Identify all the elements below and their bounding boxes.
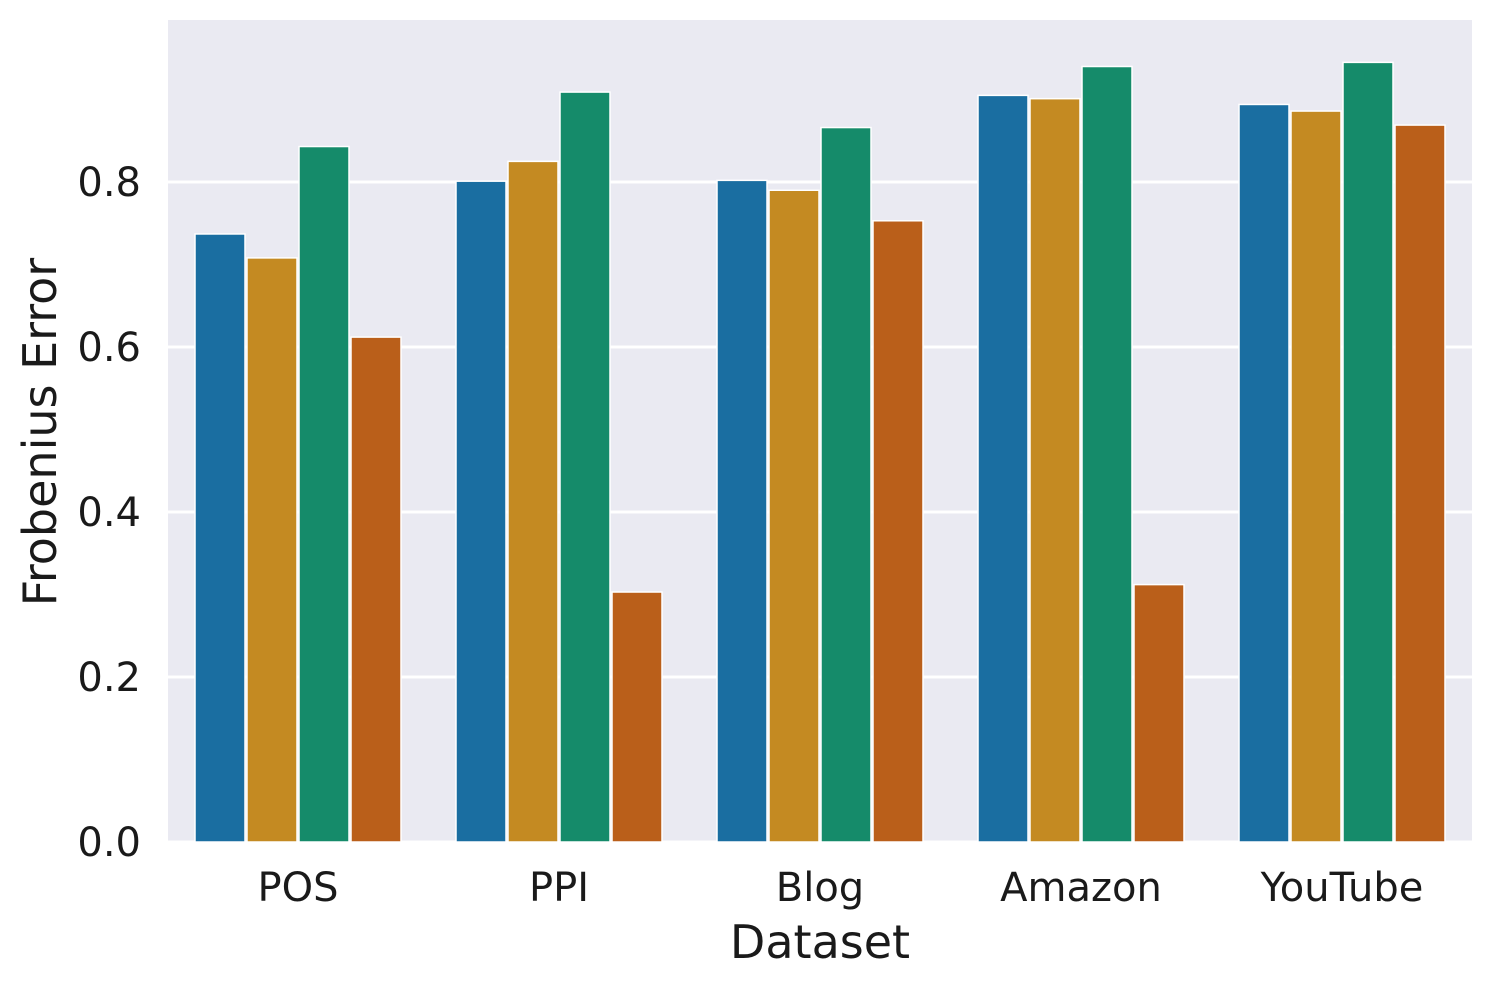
bar-pos-series-4 [350, 336, 402, 843]
bar-amazon-series-1 [977, 94, 1029, 843]
y-tick-label: 0.6 [77, 325, 141, 371]
bar-youtube-series-2 [1290, 110, 1342, 843]
bar-pos-series-1 [194, 233, 246, 843]
x-axis-label: Dataset [730, 915, 910, 969]
bar-blog-series-4 [872, 220, 924, 843]
x-tick-label-ppi: PPI [529, 865, 589, 911]
bar-pos-series-3 [298, 145, 350, 843]
y-tick-label: 0.0 [77, 820, 141, 866]
bar-ppi-series-2 [507, 160, 559, 843]
bar-blog-series-3 [820, 126, 872, 843]
y-axis-label: Frobenius Error [13, 258, 67, 607]
bar-ppi-series-3 [559, 91, 611, 843]
y-tick-label: 0.4 [77, 490, 141, 536]
bar-pos-series-2 [246, 257, 298, 843]
y-tick-label: 0.2 [77, 655, 141, 701]
x-tick-label-pos: POS [258, 865, 339, 911]
y-tick-label: 0.8 [77, 160, 141, 206]
bar-ppi-series-4 [611, 591, 663, 843]
bar-blog-series-1 [716, 179, 768, 843]
bar-ppi-series-1 [455, 180, 507, 843]
bars [194, 61, 1446, 843]
bar-youtube-series-4 [1394, 124, 1446, 843]
bar-amazon-series-4 [1133, 583, 1185, 843]
bar-blog-series-2 [768, 189, 820, 843]
x-tick-labels: POS PPI Blog Amazon YouTube [258, 865, 1424, 911]
x-tick-label-amazon: Amazon [1000, 865, 1162, 911]
bar-amazon-series-3 [1081, 65, 1133, 843]
bar-youtube-series-3 [1342, 61, 1394, 843]
y-tick-labels: 0.0 0.2 0.4 0.6 0.8 [77, 160, 141, 866]
bar-youtube-series-1 [1238, 103, 1290, 843]
x-tick-label-blog: Blog [776, 865, 864, 911]
x-tick-label-youtube: YouTube [1260, 865, 1424, 911]
bar-amazon-series-2 [1029, 97, 1081, 843]
